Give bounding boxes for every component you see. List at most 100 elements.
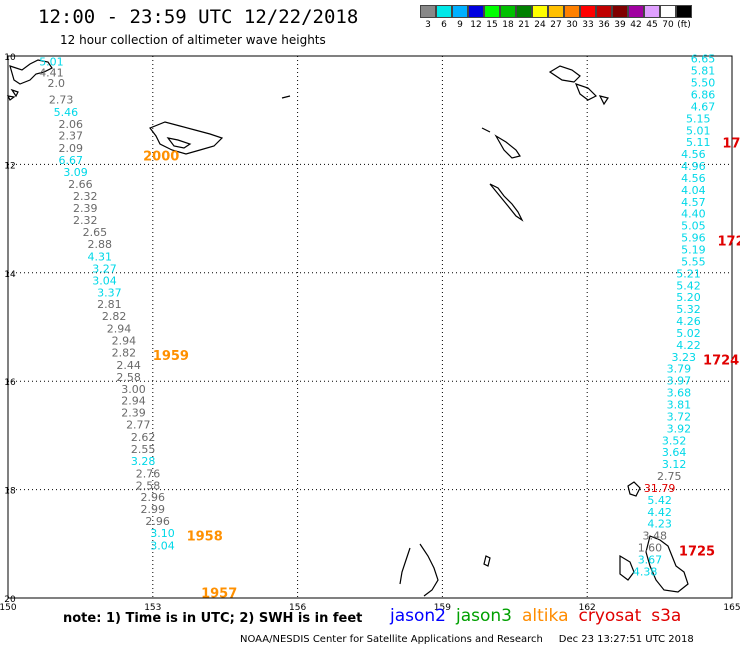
wave-height-value: 5.32 (676, 303, 701, 316)
lat-tick-label: 18 (4, 487, 16, 497)
pass-time-label: 17 (722, 137, 740, 152)
wave-height-value: 4.41 (39, 66, 64, 79)
wave-height-value: 2.44 (116, 359, 141, 372)
coastline-chuuk (149, 121, 224, 155)
legend-label: 12 (470, 20, 482, 30)
pass-time-label: 172 (718, 234, 740, 249)
wave-height-value: 5.21 (676, 267, 701, 280)
legend-swatch (612, 5, 628, 18)
lat-tick-label: 20 (4, 595, 16, 605)
legend-label: 3 (425, 20, 431, 30)
satellite-jason3: jason3 (456, 606, 512, 626)
wave-height-value: 5.42 (676, 279, 701, 292)
legend-swatch (644, 5, 660, 18)
altimeter-tracks: 5.014.412.02.735.462.062.372.096.673.092… (39, 53, 740, 602)
wave-height-value: 4.31 (87, 251, 112, 264)
legend-swatch (676, 5, 692, 18)
wave-height-value: 2.39 (121, 407, 146, 420)
legend-swatch (420, 5, 436, 18)
wave-height-value: 2.94 (121, 395, 146, 408)
wave-height-value: 5.42 (647, 494, 672, 507)
wave-height-value: 2.06 (58, 118, 83, 131)
wave-height-value: 2.32 (73, 214, 98, 227)
wave-height-value: 3.04 (92, 274, 117, 287)
wave-height-value: 2.94 (107, 323, 132, 336)
wave-height-value: 3.92 (667, 422, 692, 435)
wave-height-value: 4.42 (647, 506, 672, 519)
map-subtitle: 12 hour collection of altimeter wave hei… (60, 33, 326, 47)
wave-height-value: 5.46 (54, 106, 79, 119)
legend-swatches (420, 5, 692, 18)
wave-height-value: 2.81 (97, 298, 122, 311)
wave-height-value: 2.66 (68, 178, 93, 191)
satellite-altika: altika (522, 606, 569, 626)
wave-height-value: 3.12 (662, 458, 687, 471)
wave-height-value: 5.01 (39, 55, 64, 68)
lat-tick-label: 16 (4, 378, 16, 388)
wave-height-value: 4.56 (681, 148, 706, 161)
coastline-atoll-5 (494, 134, 521, 159)
wave-height-value: 4.26 (676, 315, 701, 328)
wave-height-value: 5.02 (676, 327, 701, 340)
legend-swatch (452, 5, 468, 18)
wave-height-value: 3.64 (662, 446, 687, 459)
coastline-atoll-4 (481, 127, 491, 133)
coastlines (6, 59, 689, 597)
wave-height-value: 2.88 (87, 238, 112, 251)
satellite-legend: jason2 jason3 altika cryosat s3a (390, 606, 691, 626)
pass-time-label: 1957 (201, 587, 237, 602)
wave-height-value: 3.67 (638, 554, 663, 567)
coastline-bottom-4 (627, 481, 641, 497)
wave-height-value: 5.19 (681, 243, 706, 256)
wave-height-value: 3.23 (671, 351, 696, 364)
wave-height-value: 3.00 (121, 383, 146, 396)
legend-label: 15 (486, 20, 498, 30)
wave-height-value: 3.68 (667, 387, 692, 400)
wave-height-value: 5.20 (676, 291, 701, 304)
legend-swatch (500, 5, 516, 18)
lon-tick-label: 156 (289, 603, 306, 613)
wave-height-value: 5.81 (691, 65, 716, 78)
lat-tick-label: 14 (4, 270, 16, 280)
credit-line: NOAA/NESDIS Center for Satellite Applica… (240, 634, 694, 645)
wave-height-value: 1.60 (638, 542, 663, 555)
wave-height-value: 3.37 (97, 286, 122, 299)
wave-height-value: 3.10 (150, 527, 175, 540)
legend-label: 33 (582, 20, 594, 30)
legend-swatch (484, 5, 500, 18)
wave-height-value: 5.01 (686, 124, 711, 137)
wave-height-value: 3.52 (662, 434, 687, 447)
legend-label: 42 (630, 20, 642, 30)
wave-height-value: 5.96 (681, 232, 706, 245)
wave-height-value: 2.76 (136, 467, 161, 480)
wave-height-value: 4.40 (681, 208, 706, 221)
pass-time-label: 2000 (143, 150, 179, 165)
lat-tick-label: 12 (4, 161, 15, 171)
coastline-small-1 (281, 95, 291, 99)
map-frame (7, 55, 733, 599)
wave-height-value: 2.75 (657, 470, 682, 483)
legend-swatch (532, 5, 548, 18)
map-title: 12:00 - 23:59 UTC 12/22/2018 (38, 6, 359, 28)
coastline-atoll-1 (548, 65, 581, 83)
legend-labels: 3 6 9 12 15 18 21 24 27 30 33 36 39 42 45 70 (ft) (420, 18, 692, 30)
wave-height-value: 2.32 (73, 190, 98, 203)
legend-swatch (436, 5, 452, 18)
wave-height-value: 5.05 (681, 220, 706, 233)
wave-height-value: 5.55 (681, 255, 706, 268)
coastline-atoll-3 (598, 95, 609, 106)
legend-swatch (660, 5, 676, 18)
legend-swatch (564, 5, 580, 18)
color-legend: 3 6 9 12 15 18 21 24 27 30 33 36 39 42 45 70 (ft) (420, 5, 692, 33)
wave-height-value: 4.04 (681, 184, 706, 197)
satellite-cryosat: cryosat (578, 606, 642, 626)
wave-height-value: 6.65 (691, 53, 716, 66)
wave-height-value: 2.73 (49, 93, 74, 106)
wave-height-value: 2.0 (48, 77, 66, 90)
lat-lon-grid (7, 55, 733, 599)
wave-height-value: 3.48 (643, 530, 668, 543)
wave-height-value: 2.99 (141, 503, 166, 516)
wave-height-value: 3.72 (667, 410, 692, 423)
